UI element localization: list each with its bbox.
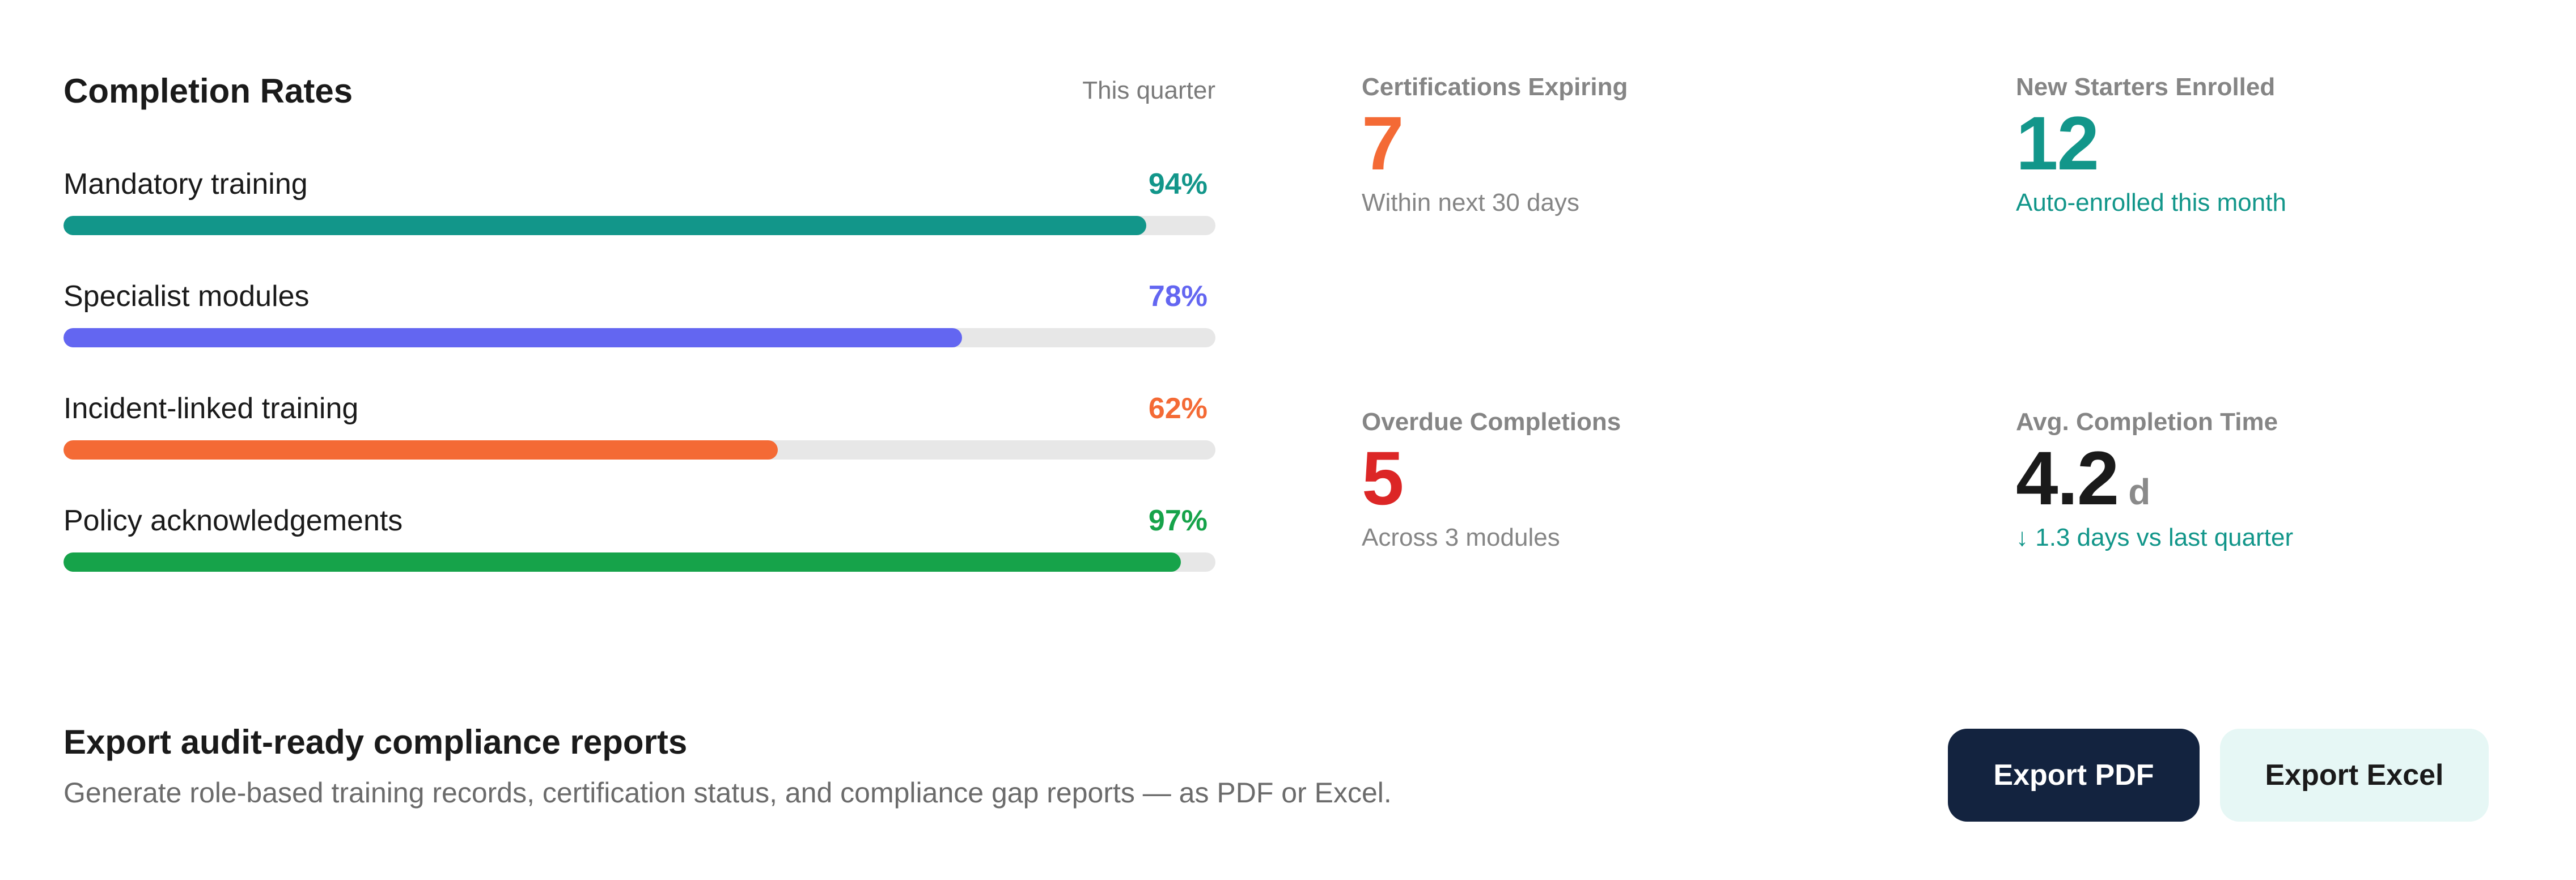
completion-rates-panel: Completion Rates This quarter Mandatory … [63, 57, 1215, 572]
export-excel-button[interactable]: Export Excel [2220, 729, 2489, 822]
progress-fill [63, 440, 778, 460]
completion-rates-header: Completion Rates This quarter [63, 57, 1215, 125]
rate-value: 62% [1148, 392, 1208, 425]
stat-avg-completion-time: Avg. Completion Time 4.2 d ↓ 1.3 days vs … [2016, 405, 2576, 555]
rate-label: Incident-linked training [63, 392, 359, 425]
stat-subtext: ↓ 1.3 days vs last quarter [2016, 524, 2294, 551]
progress-track [63, 440, 1215, 460]
progress-track [63, 552, 1215, 572]
rate-value: 78% [1148, 280, 1208, 313]
progress-fill [63, 328, 962, 347]
rate-label: Policy acknowledgements [63, 504, 403, 537]
stat-value: 5 [1362, 436, 1404, 521]
completion-rates-title: Completion Rates [63, 71, 353, 110]
stat-label: Overdue Completions [1362, 408, 1621, 436]
rate-row-incident-linked-training: Incident-linked training 62% [63, 386, 1215, 460]
rate-row-specialist-modules: Specialist modules 78% [63, 274, 1215, 347]
export-section: Export audit-ready compliance reports Ge… [63, 720, 1651, 813]
rate-value: 97% [1148, 504, 1208, 537]
stat-subtext: Auto-enrolled this month [2016, 189, 2286, 216]
rate-label: Mandatory training [63, 168, 308, 201]
stat-overdue-completions: Overdue Completions 5 Across 3 modules [1362, 405, 1929, 555]
stat-value: 4.2 d [2016, 439, 2576, 518]
stat-subtext: Within next 30 days [1362, 189, 1579, 216]
export-description: Generate role-based training records, ce… [63, 777, 1392, 809]
stat-certifications-expiring: Certifications Expiring 7 Within next 30… [1362, 70, 1929, 220]
progress-fill [63, 552, 1181, 572]
stat-label: New Starters Enrolled [2016, 73, 2276, 101]
stat-new-starters-enrolled: New Starters Enrolled 12 Auto-enrolled t… [2016, 70, 2576, 220]
stat-subtext: Across 3 modules [1362, 524, 1560, 551]
stat-unit: d [2128, 471, 2151, 512]
progress-fill [63, 216, 1147, 235]
completion-rates-period: This quarter [1082, 76, 1215, 104]
progress-track [63, 216, 1215, 235]
stat-label: Certifications Expiring [1362, 73, 1628, 101]
stat-value: 7 [1362, 101, 1404, 186]
progress-track [63, 328, 1215, 347]
stat-value: 12 [2016, 101, 2099, 186]
rate-value: 94% [1148, 168, 1208, 201]
rate-label: Specialist modules [63, 280, 310, 313]
export-pdf-button[interactable]: Export PDF [1948, 729, 2200, 822]
stat-number: 4.2 [2016, 436, 2119, 521]
stat-label: Avg. Completion Time [2016, 408, 2278, 436]
export-title: Export audit-ready compliance reports [63, 723, 688, 761]
rate-row-policy-acknowledgements: Policy acknowledgements 97% [63, 498, 1215, 572]
rate-row-mandatory-training: Mandatory training 94% [63, 161, 1215, 235]
